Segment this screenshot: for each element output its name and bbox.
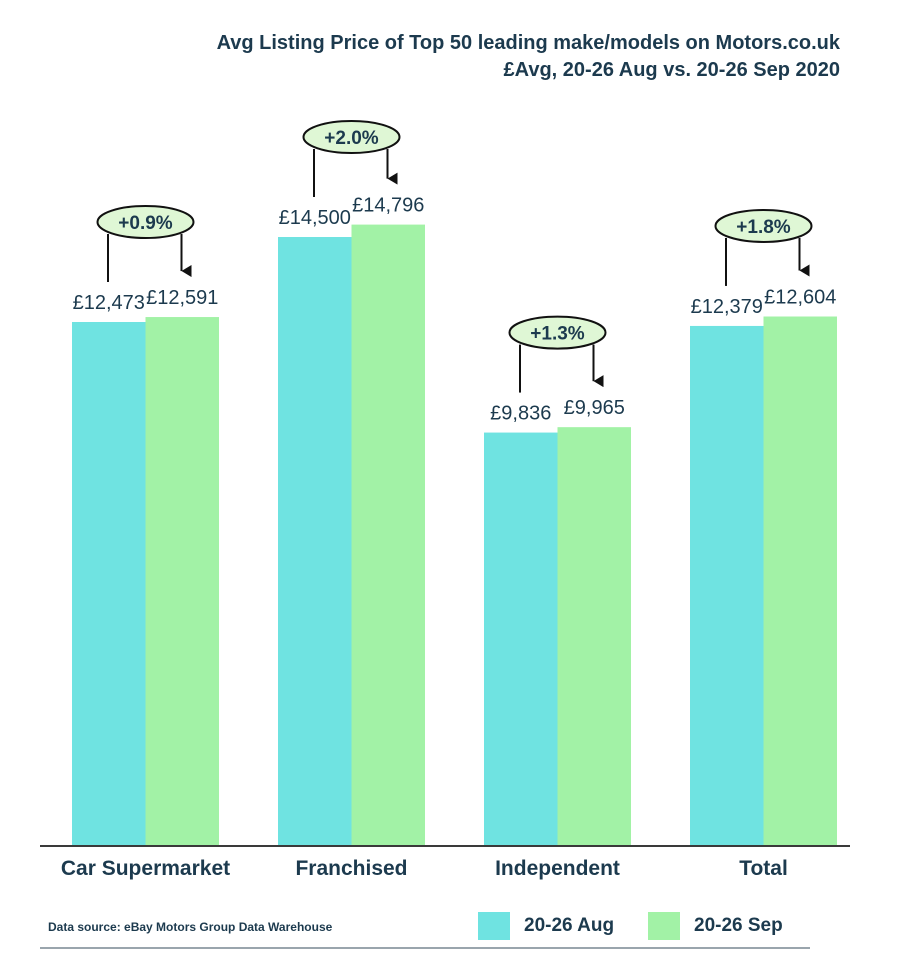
legend-item-sep: 20-26 Sep	[648, 912, 783, 940]
data-source: Data source: eBay Motors Group Data Ware…	[48, 920, 333, 934]
data-label: £12,591	[146, 287, 218, 309]
annotation-label: +0.9%	[118, 213, 173, 234]
category-label: Car Supermarket	[61, 857, 230, 880]
bottom-divider	[40, 947, 810, 949]
category-label: Franchised	[295, 857, 407, 880]
annotation-bubble	[714, 208, 813, 243]
bar-chart: £12,473 £12,591 +0.9% Car Supermarket £14,50…	[40, 120, 850, 880]
data-label: £14,500	[279, 207, 351, 229]
annotation-label: +2.0%	[324, 128, 379, 149]
bar-aug	[72, 322, 146, 845]
annotation-bubble	[508, 315, 607, 350]
bar-aug	[278, 237, 352, 846]
legend-label-aug: 20-26 Aug	[524, 915, 615, 936]
data-label: £12,604	[764, 287, 836, 309]
legend-swatch-sep	[648, 912, 680, 940]
chart-title-main: Avg Listing Price of Top 50 leading make…	[216, 32, 840, 54]
data-label: £9,965	[564, 397, 625, 419]
annotation-label: +1.8%	[736, 217, 791, 238]
category-label: Total	[739, 857, 788, 880]
data-label: £14,796	[352, 195, 424, 217]
data-label: £12,379	[691, 296, 763, 318]
chart-subtitle: £Avg, 20-26 Aug vs. 20-26 Sep 2020	[503, 59, 840, 81]
bar-aug	[484, 432, 558, 845]
data-label: £9,836	[490, 403, 551, 425]
legend-item-aug: 20-26 Aug	[478, 912, 614, 940]
chart-title: Avg Listing Price of Top 50 leading make…	[217, 30, 840, 84]
annotation-bubble	[96, 205, 195, 239]
data-label: £12,473	[73, 292, 145, 314]
bar-aug	[690, 325, 764, 845]
bar-sep	[557, 427, 631, 845]
legend-swatch-aug	[478, 912, 510, 940]
legend-label-sep: 20-26 Sep	[694, 915, 783, 936]
bar-sep	[351, 224, 425, 846]
category-label: Independent	[495, 857, 620, 880]
annotation-label: +1.3%	[530, 324, 585, 345]
bar-sep	[145, 317, 219, 845]
annotation-bubble	[302, 120, 401, 155]
bar-sep	[763, 316, 837, 845]
